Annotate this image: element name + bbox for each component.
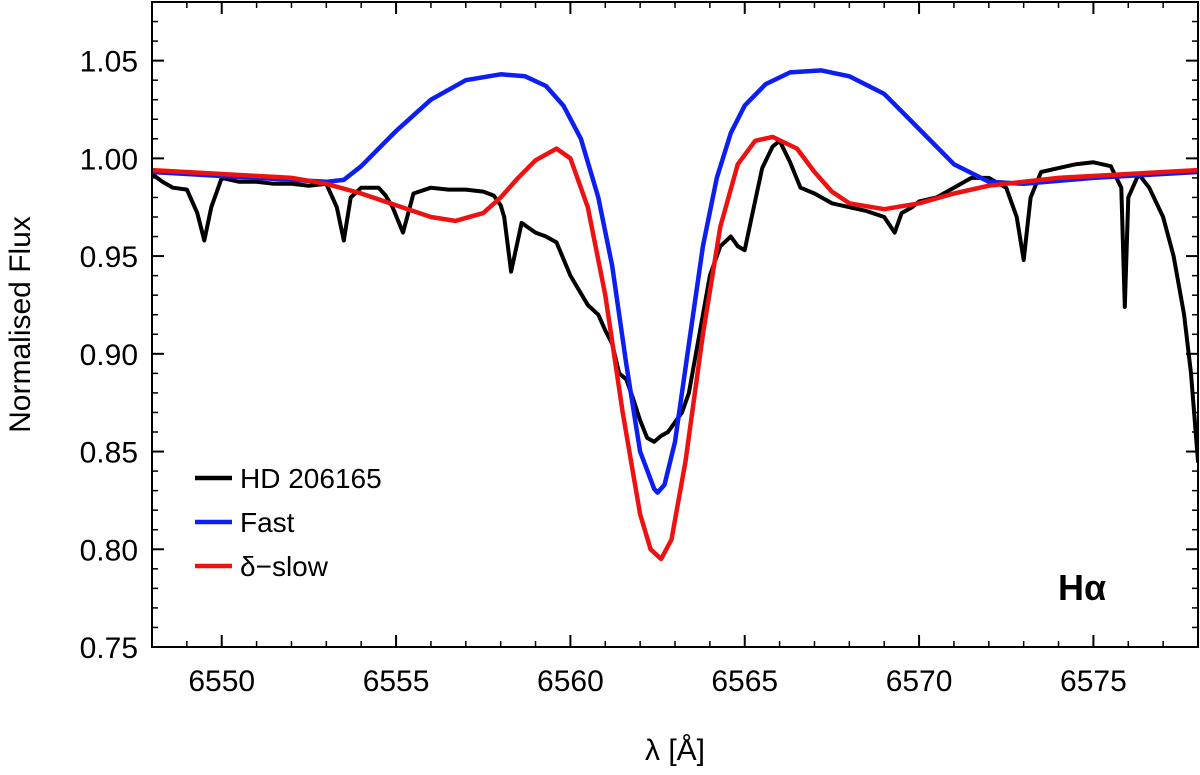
y-axis-label: Normalised Flux xyxy=(4,216,37,433)
legend-label: δ−slow xyxy=(240,551,329,582)
series-line-observed xyxy=(152,138,1198,464)
legend-label: HD 206165 xyxy=(240,463,382,494)
series-line-delta-slow xyxy=(152,134,1198,562)
y-tick-label: 0.75 xyxy=(80,632,138,665)
y-tick-label: 0.95 xyxy=(80,241,138,274)
legend: HD 206165 Fast δ−slow xyxy=(195,463,382,582)
x-tick-label: 6555 xyxy=(363,665,430,698)
y-tick-label: 0.80 xyxy=(80,534,138,567)
y-tick-label: 0.85 xyxy=(80,437,138,470)
series-line-fast xyxy=(152,68,1198,495)
y-tick-label: 1.00 xyxy=(80,143,138,176)
x-tick-label: 6550 xyxy=(188,665,255,698)
legend-label: Fast xyxy=(240,507,295,538)
x-tick-label: 6565 xyxy=(711,665,778,698)
y-tick-label: 0.90 xyxy=(80,339,138,372)
y-tick-label: 1.05 xyxy=(80,46,138,79)
x-tick-label: 6575 xyxy=(1060,665,1127,698)
x-tick-label: 6560 xyxy=(537,665,604,698)
x-tick-label: 6570 xyxy=(886,665,953,698)
line-annotation: Hα xyxy=(1058,567,1106,608)
ticks-layer: 6550 6555 6560 6565 6570 6575 0.75 0.80 0.85 0.90… xyxy=(80,1,1199,698)
x-axis-label: λ [Å] xyxy=(645,734,705,767)
series-layer xyxy=(152,68,1198,562)
